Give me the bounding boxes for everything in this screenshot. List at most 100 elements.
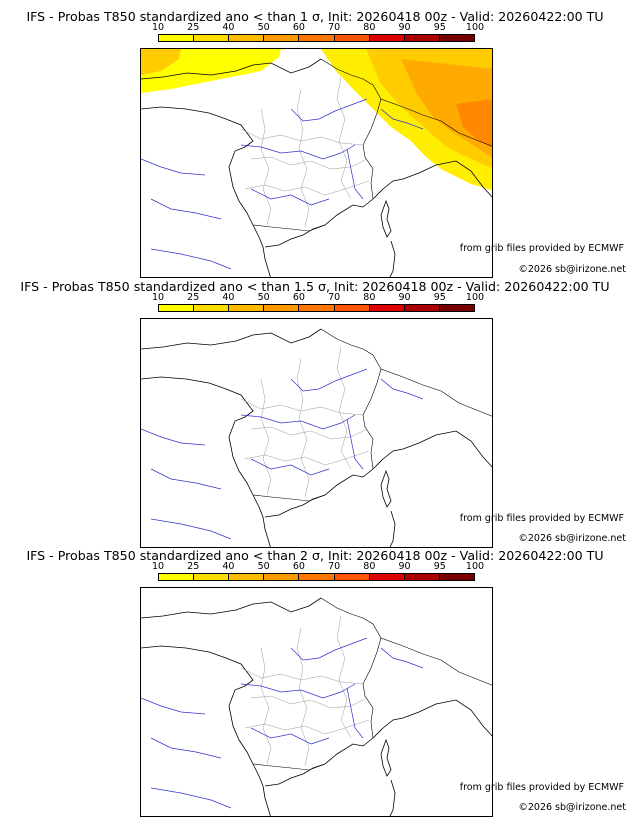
colorbar-tick-label: 10: [151, 22, 165, 33]
colorbar-segment: [404, 574, 440, 580]
river: [240, 144, 356, 160]
colorbar-tick-label: 60: [292, 22, 305, 33]
colorbar-segment: [229, 35, 265, 41]
river: [250, 188, 330, 206]
colorbar-tick-label: 40: [222, 561, 235, 572]
colorbar-segment: [369, 305, 405, 311]
colorbar-tick-label: 90: [398, 561, 411, 572]
colorbar: [158, 573, 475, 581]
colorbar-segment: [194, 574, 230, 580]
river: [150, 737, 222, 759]
regional-border: [244, 180, 370, 196]
colorbar-tick-label: 25: [187, 561, 200, 572]
river: [250, 458, 330, 476]
coastline-mediterranean: [264, 430, 492, 518]
colorbar-tick-label: 60: [292, 292, 305, 303]
river: [240, 683, 356, 699]
colorbar-tick-label: 60: [292, 561, 305, 572]
colorbar: [158, 34, 475, 42]
river: [346, 687, 364, 739]
regional-border: [244, 450, 370, 466]
colorbar-tick-label: 40: [222, 292, 235, 303]
colorbar-tick-label: 70: [328, 22, 341, 33]
border-east: [320, 58, 382, 200]
regional-border: [250, 426, 368, 440]
colorbar-segment: [264, 574, 300, 580]
river: [380, 108, 424, 130]
map-canvas: [141, 328, 492, 547]
border-alps: [380, 637, 492, 686]
colorbar-tick-label: 50: [257, 292, 270, 303]
copyright-credit: ©2026 sb@irizone.net: [518, 802, 626, 813]
river: [150, 198, 222, 220]
colorbar-segment: [334, 305, 370, 311]
sardinia-coast: [389, 779, 396, 816]
colorbar-segment: [159, 574, 195, 580]
river: [380, 378, 424, 400]
river: [141, 158, 206, 176]
colorbar-tick-label: 50: [257, 561, 270, 572]
colorbar-segment: [439, 35, 474, 41]
probability-area-northwest-core: [141, 49, 181, 75]
regional-border: [260, 378, 272, 496]
colorbar-segment: [194, 35, 230, 41]
regional-border: [240, 128, 364, 146]
colorbar-tick-label: 70: [328, 561, 341, 572]
colorbar-segment: [194, 305, 230, 311]
river: [141, 697, 206, 715]
probability-area-east-50: [401, 59, 492, 158]
river: [380, 647, 424, 669]
regional-border: [296, 358, 310, 498]
colorbar-tick-label: 100: [465, 292, 485, 303]
river: [150, 468, 222, 490]
map-canvas: [141, 597, 492, 816]
river: [290, 637, 368, 661]
regional-border: [260, 108, 272, 226]
colorbar-tick-label: 40: [222, 22, 235, 33]
map-panel-1: IFS - Probas T850 standardized ano < tha…: [0, 0, 630, 278]
regional-border: [336, 615, 352, 739]
panel-title: IFS - Probas T850 standardized ano < tha…: [20, 279, 610, 294]
map-frame: [140, 318, 493, 548]
colorbar-segment: [334, 574, 370, 580]
map-panel-3: IFS - Probas T850 standardized ano < tha…: [0, 539, 630, 817]
colorbar-segment: [159, 305, 195, 311]
colorbar-tick-label: 95: [433, 561, 446, 572]
map-frame: [140, 48, 493, 278]
regional-border: [250, 695, 368, 709]
colorbar-ticks: 10 25 40 50 60 70 80 90 95 100: [152, 292, 484, 304]
colorbar-segment: [439, 574, 474, 580]
colorbar-segment: [264, 35, 300, 41]
colorbar-tick-label: 25: [187, 292, 200, 303]
map-canvas: [141, 49, 492, 277]
river: [346, 148, 364, 200]
colorbar: [158, 304, 475, 312]
colorbar-tick-label: 100: [465, 561, 485, 572]
coastline-west: [141, 376, 271, 547]
panel-title: IFS - Probas T850 standardized ano < tha…: [26, 548, 604, 563]
border-alps: [380, 98, 492, 147]
corsica-coast: [380, 469, 392, 508]
regional-border: [296, 627, 310, 767]
regional-border: [336, 76, 352, 200]
colorbar-tick-label: 100: [465, 22, 485, 33]
colorbar-tick-label: 95: [433, 22, 446, 33]
regional-border: [260, 647, 272, 765]
colorbar-tick-label: 10: [151, 561, 165, 572]
colorbar-ticks: 10 25 40 50 60 70 80 90 95 100: [152, 561, 484, 573]
colorbar-tick-label: 95: [433, 292, 446, 303]
regional-border: [336, 346, 352, 470]
colorbar-segment: [299, 35, 335, 41]
panel-title: IFS - Probas T850 standardized ano < tha…: [26, 9, 604, 24]
river: [290, 368, 368, 392]
colorbar-segment: [159, 35, 195, 41]
coastline-west: [141, 645, 271, 816]
colorbar-tick-label: 80: [363, 561, 376, 572]
coastline-mediterranean: [264, 699, 492, 787]
coastline-channel: [141, 597, 322, 619]
colorbar-segment: [229, 574, 265, 580]
colorbar-tick-label: 80: [363, 22, 376, 33]
map-frame: [140, 587, 493, 817]
regional-border: [240, 398, 364, 416]
regional-border: [296, 88, 310, 228]
